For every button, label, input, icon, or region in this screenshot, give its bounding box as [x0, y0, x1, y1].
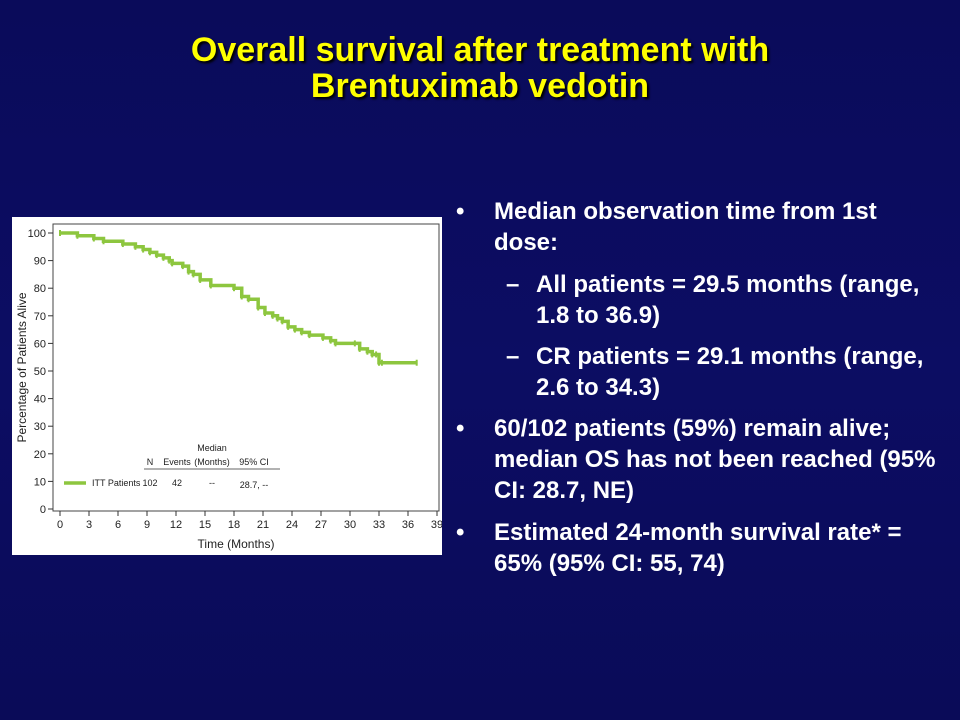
x-tick-label: 3 — [86, 519, 92, 531]
y-tick-label: 80 — [34, 283, 46, 295]
x-tick-label: 12 — [170, 519, 182, 531]
legend-n-value: 102 — [142, 478, 157, 488]
x-tick-label: 30 — [344, 519, 356, 531]
bullet-marker: • — [456, 519, 465, 546]
x-tick-label: 6 — [115, 519, 121, 531]
legend-ci-value: 28.7, -- — [240, 480, 269, 490]
y-tick-label: 10 — [34, 476, 46, 488]
legend-events-value: 42 — [172, 478, 182, 488]
legend-header-median: Median — [197, 443, 227, 453]
legend-header-events: Events — [163, 457, 191, 467]
plot-frame — [52, 223, 440, 512]
survival-curve — [60, 231, 417, 365]
x-tick-label: 18 — [228, 519, 240, 531]
bullet-text: Estimated 24-month survival rate* = 65% … — [494, 519, 902, 577]
y-tick-label: 40 — [34, 394, 46, 406]
legend-header-median-unit: (Months) — [194, 457, 230, 467]
sub-bullet-text: CR patients = 29.1 months (range, 2.6 to… — [536, 343, 924, 401]
sub-bullet-marker: – — [506, 343, 520, 370]
bullet-list: • Median observation time from 1st dose:… — [452, 196, 942, 590]
sub-bullet-marker: – — [506, 271, 520, 298]
y-tick-label: 0 — [40, 504, 46, 516]
y-tick-label: 20 — [34, 449, 46, 461]
legend-median-value: -- — [209, 478, 215, 488]
y-tick-label: 30 — [34, 421, 46, 433]
legend-header-ci: 95% CI — [239, 457, 269, 467]
title-line-2: Brentuximab vedotin — [310, 67, 650, 105]
y-tick-label: 60 — [34, 338, 46, 350]
bullet-text: 60/102 patients (59%) remain alive; medi… — [494, 415, 936, 504]
x-tick-label: 24 — [286, 519, 298, 531]
x-tick-label: 39 — [431, 519, 442, 531]
x-tick-label: 0 — [57, 519, 63, 531]
x-tick-label: 9 — [144, 519, 150, 531]
bullet-patients-alive: • 60/102 patients (59%) remain alive; me… — [452, 413, 942, 506]
y-axis-label: Percentage of Patients Alive — [15, 292, 29, 442]
y-tick-label: 90 — [34, 256, 46, 268]
title-line-1: Overall survival after treatment with — [190, 31, 770, 69]
bullet-text: Median observation time from 1st dose: — [494, 198, 877, 256]
legend-header-n: N — [147, 457, 154, 467]
slide-title: Overall survival after treatment with Br… — [40, 32, 920, 104]
x-tick-label: 15 — [199, 519, 211, 531]
y-tick-label: 50 — [34, 366, 46, 378]
x-axis-label: Time (Months) — [198, 537, 275, 551]
survival-chart: 0 10 20 30 40 50 60 70 80 90 100 0 3 6 9 12 15 18 21 24 27 30… — [12, 217, 442, 555]
sub-bullet-text: All patients = 29.5 months (range, 1.8 t… — [536, 271, 920, 329]
bullet-marker: • — [456, 415, 465, 442]
bullet-marker: • — [456, 198, 465, 225]
bullet-24-month-survival: • Estimated 24-month survival rate* = 65… — [452, 517, 942, 579]
bullet-median-observation: • Median observation time from 1st dose: — [452, 196, 942, 258]
y-tick-label: 100 — [28, 228, 46, 240]
x-tick-label: 36 — [402, 519, 414, 531]
sub-bullet-all-patients: – All patients = 29.5 months (range, 1.8… — [452, 269, 942, 331]
x-tick-label: 21 — [257, 519, 269, 531]
y-tick-label: 70 — [34, 311, 46, 323]
x-tick-label: 27 — [315, 519, 327, 531]
x-tick-label: 33 — [373, 519, 385, 531]
legend-series-name: ITT Patients — [92, 478, 141, 488]
sub-bullet-cr-patients: – CR patients = 29.1 months (range, 2.6 … — [452, 341, 942, 403]
